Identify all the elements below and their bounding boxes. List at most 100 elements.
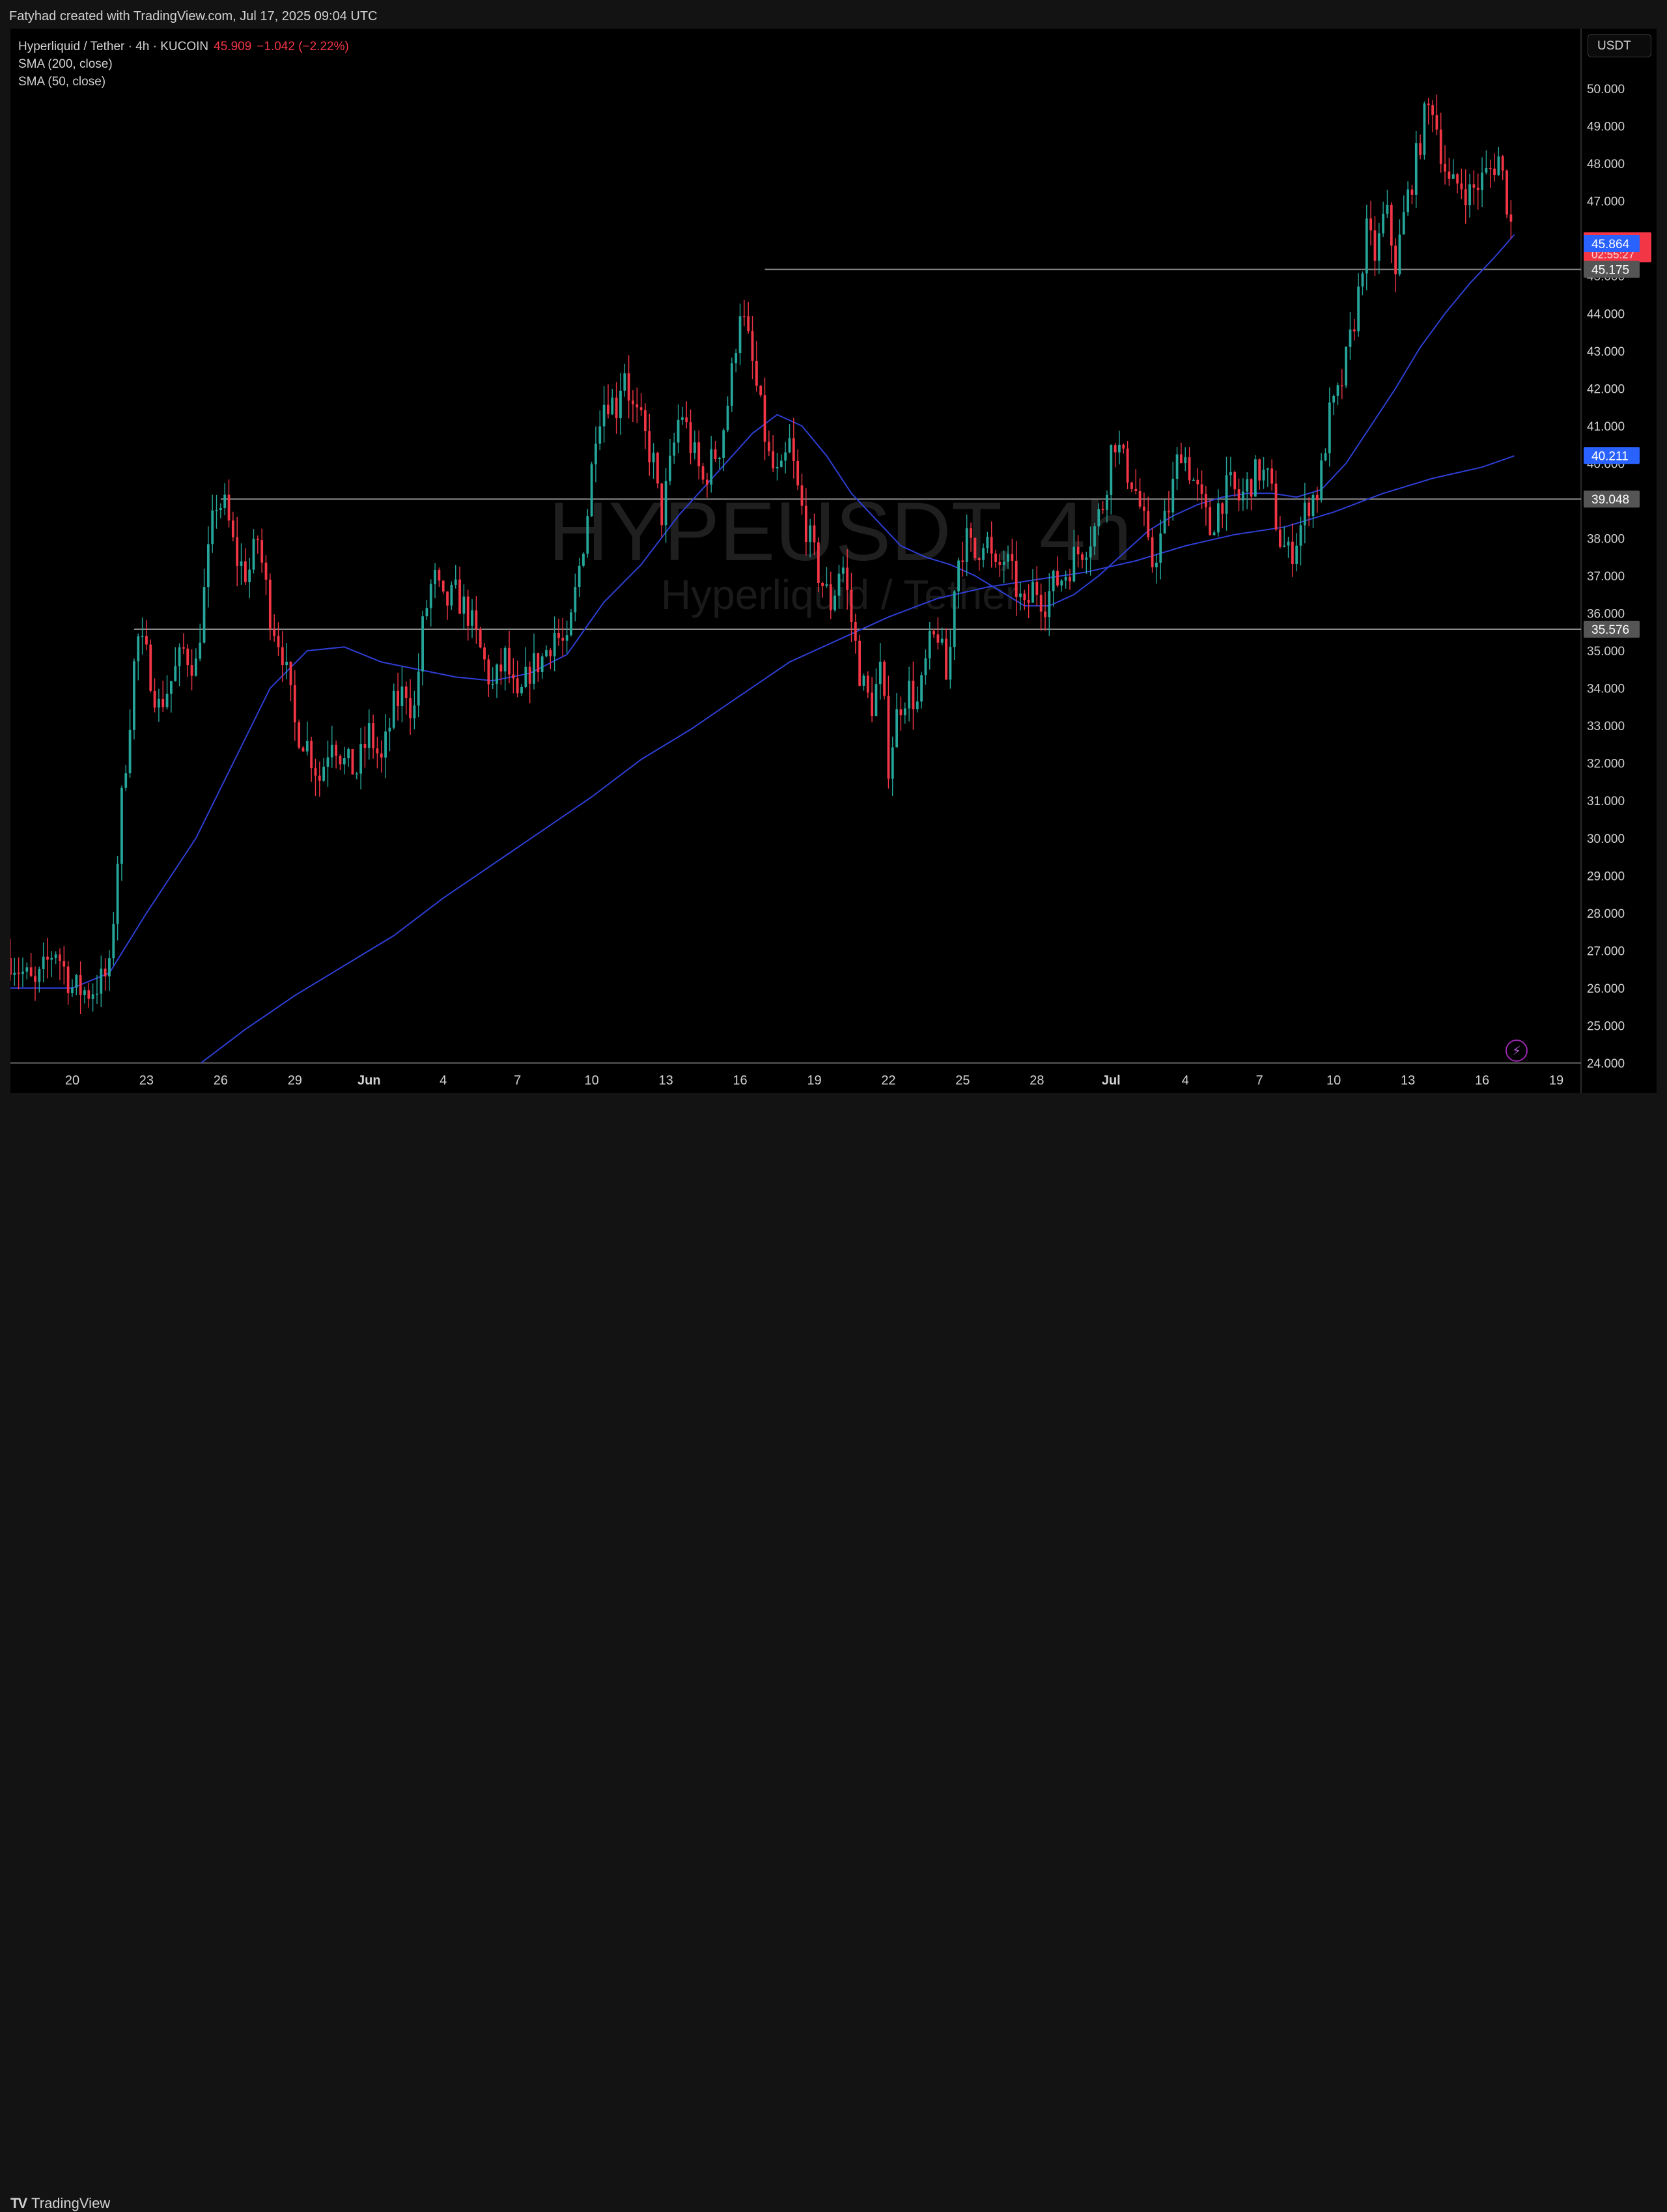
candle-up [1398,234,1401,275]
candle-down [697,442,701,466]
candle-up [491,683,494,685]
candle-up [83,990,86,995]
candle-down [796,461,800,486]
candle-down [1427,103,1430,106]
candle-up [471,610,473,626]
candle-up [1414,143,1418,195]
candle-down [763,395,766,442]
candle-up [1212,532,1216,535]
candle-down [66,966,70,993]
candle-down [1394,246,1397,275]
candle-up [1468,184,1471,206]
currency-button[interactable]: USDT [1588,34,1651,57]
candle-up [38,969,41,982]
candle-down [742,316,746,317]
legend-sma-200[interactable]: SMA (200, close) [18,57,113,71]
candle-up [1303,502,1306,526]
candle-down [1168,511,1170,513]
candle-up [1085,557,1088,560]
candle-down [792,438,795,461]
candle-up [652,453,655,462]
candle-up [137,636,140,662]
legend-sma-50[interactable]: SMA (50, close) [18,75,106,89]
candle-up [595,444,597,464]
candle-down [994,553,997,562]
x-tick-label: Jun [357,1073,381,1088]
candle-up [784,452,787,461]
candle-up [1497,156,1500,175]
candle-up [388,728,391,732]
candle-down [153,690,156,708]
candle-up [825,584,828,586]
candle-down [487,659,490,685]
candle-down [747,316,750,332]
candle-down [227,494,231,521]
chart-frame[interactable] [10,29,1657,1093]
candle-down [1138,491,1142,507]
candle-up [1423,103,1426,155]
candle-up [1155,562,1158,567]
candle-down [961,560,964,562]
candle-down [557,632,560,638]
candle-up [1216,503,1220,533]
price-label-text: 45.175 [1591,264,1629,277]
candle-down [380,753,383,758]
candle-down [829,584,832,611]
candle-up [359,744,363,774]
top-bar: Fatyhad created with TradingView.com, Ju… [0,0,1667,29]
watermark-symbol: HYPEUSDT, 4h [548,485,1132,578]
candle-down [1250,479,1253,497]
candle-up [611,397,614,415]
candle-up [1382,214,1385,234]
candle-up [1485,167,1488,173]
candle-down [372,723,375,748]
candle-down [1196,479,1199,485]
candle-down [479,629,482,648]
candle-down [1369,218,1373,231]
candle-up [738,316,742,354]
legend-symbol[interactable]: Hyperliquid / Tether · 4h · KUCOIN [18,40,209,53]
x-tick-label: 7 [1256,1073,1263,1088]
candle-down [1340,385,1343,386]
legend-symbol-row[interactable]: Hyperliquid / Tether · 4h · KUCOIN 45.909… [18,38,349,55]
candle-down [446,591,449,606]
candle-down [1456,174,1459,184]
candle-up [429,584,432,608]
candle-down [244,561,247,582]
candle-up [722,430,725,458]
tradingview-logo-icon[interactable]: TV TradingView [10,2195,110,2212]
candle-down [1258,459,1261,481]
candle-up [895,709,899,748]
x-tick-label: 4 [440,1073,447,1088]
candle-up [669,455,671,481]
candle-down [636,404,639,408]
candle-down [1035,582,1039,595]
x-tick-label: 23 [139,1073,154,1088]
candle-up [788,438,791,453]
candle-down [1439,129,1442,164]
candle-up [533,653,535,684]
candle-down [1221,503,1224,514]
price-label-box [1584,235,1640,253]
candle-up [841,567,845,574]
candle-up [42,956,45,969]
candle-down [1143,506,1145,511]
candle-down [438,570,441,581]
y-tick-label: 44.000 [1587,307,1625,321]
candle-down [1493,168,1496,175]
candle-down [755,360,758,386]
lightning-icon[interactable]: ⚡ [1506,1040,1528,1062]
author-credit: Fatyhad created with TradingView.com, Ju… [9,9,378,23]
candle-up [586,516,589,554]
sma-50-line [10,234,1515,989]
price-label-text: 45.864 [1591,238,1630,251]
x-tick-label: 19 [1549,1073,1563,1088]
candle-down [627,373,630,401]
candle-down [376,748,379,754]
candle-up [54,954,57,958]
candle-up [1192,479,1195,481]
candle-up [285,661,288,666]
candle-down [236,537,239,566]
candle-down [1390,205,1393,246]
